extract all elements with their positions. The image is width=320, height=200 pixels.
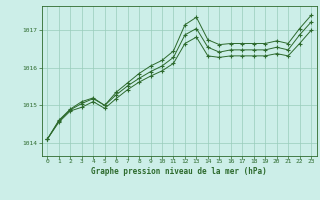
X-axis label: Graphe pression niveau de la mer (hPa): Graphe pression niveau de la mer (hPa) xyxy=(91,167,267,176)
